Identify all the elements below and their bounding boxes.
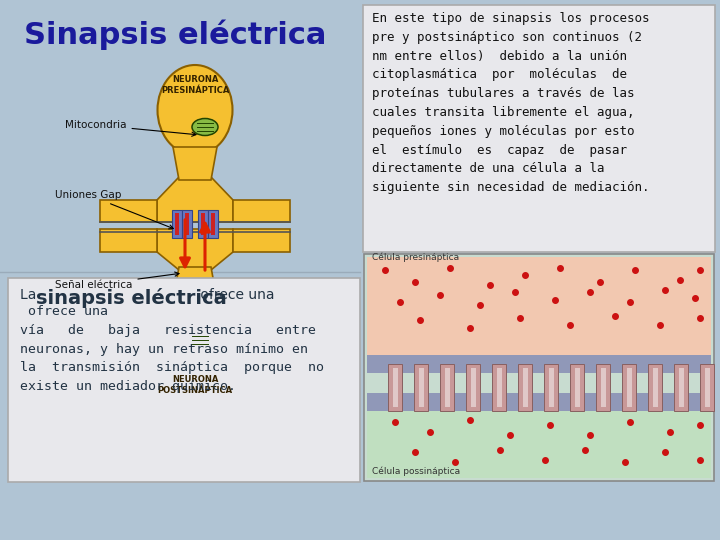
Polygon shape [233,229,290,252]
FancyBboxPatch shape [497,368,502,407]
FancyBboxPatch shape [367,355,711,364]
FancyBboxPatch shape [704,368,709,407]
FancyBboxPatch shape [549,368,554,407]
FancyBboxPatch shape [626,368,631,407]
FancyBboxPatch shape [8,278,360,482]
FancyBboxPatch shape [470,368,475,407]
FancyBboxPatch shape [211,213,215,235]
FancyBboxPatch shape [367,364,711,373]
FancyBboxPatch shape [367,400,711,478]
Ellipse shape [187,332,213,348]
FancyBboxPatch shape [518,364,532,411]
Text: Uniones Gap: Uniones Gap [55,190,174,229]
Text: Sinapsis eléctrica: Sinapsis eléctrica [24,20,326,51]
FancyBboxPatch shape [575,368,580,407]
FancyBboxPatch shape [367,393,711,402]
Polygon shape [157,229,233,270]
Text: ofrece una
vía   de   baja   resistencia   entre
neuronas, y hay un retraso míni: ofrece una vía de baja resistencia entre… [20,305,324,393]
FancyBboxPatch shape [367,257,711,355]
FancyBboxPatch shape [596,364,610,411]
Text: Mitocondria: Mitocondria [65,120,196,136]
FancyBboxPatch shape [392,368,397,407]
Polygon shape [157,177,233,222]
Polygon shape [173,147,217,180]
Polygon shape [173,267,217,300]
FancyBboxPatch shape [414,364,428,411]
Text: NEURONA
PRESINÁPTICA: NEURONA PRESINÁPTICA [161,75,229,95]
Text: En este tipo de sinapsis los procesos
pre y postsináptico son continuos (2
nm en: En este tipo de sinapsis los procesos pr… [372,12,649,194]
FancyBboxPatch shape [364,254,714,481]
FancyBboxPatch shape [492,364,506,411]
Polygon shape [233,200,290,222]
FancyBboxPatch shape [182,210,192,238]
FancyBboxPatch shape [440,364,454,411]
FancyBboxPatch shape [418,368,423,407]
FancyBboxPatch shape [198,210,208,238]
FancyBboxPatch shape [678,368,683,407]
FancyBboxPatch shape [367,402,711,411]
FancyBboxPatch shape [444,368,449,407]
FancyBboxPatch shape [208,210,218,238]
FancyBboxPatch shape [466,364,480,411]
FancyBboxPatch shape [674,364,688,411]
Text: ofrece una: ofrece una [196,288,274,302]
FancyBboxPatch shape [544,364,558,411]
FancyBboxPatch shape [388,364,402,411]
Text: Célula possináptica: Célula possináptica [372,467,460,476]
FancyBboxPatch shape [175,213,179,235]
Text: Señal eléctrica: Señal eléctrica [55,272,179,290]
FancyBboxPatch shape [652,368,657,407]
Ellipse shape [158,290,233,390]
FancyBboxPatch shape [185,213,189,235]
FancyBboxPatch shape [700,364,714,411]
FancyBboxPatch shape [570,364,584,411]
FancyBboxPatch shape [201,213,205,235]
FancyBboxPatch shape [648,364,662,411]
Text: NEURONA
POSTSINÁPTICA: NEURONA POSTSINÁPTICA [158,375,233,395]
Ellipse shape [192,118,218,136]
FancyBboxPatch shape [600,368,606,407]
FancyBboxPatch shape [363,5,715,252]
Polygon shape [100,229,157,252]
Ellipse shape [158,65,233,155]
Text: sinapsis eléctrica: sinapsis eléctrica [36,288,227,308]
FancyBboxPatch shape [172,210,182,238]
Polygon shape [100,200,157,222]
Text: La: La [20,288,41,302]
FancyBboxPatch shape [622,364,636,411]
FancyBboxPatch shape [523,368,528,407]
Text: Célula presináptica: Célula presináptica [372,253,459,262]
